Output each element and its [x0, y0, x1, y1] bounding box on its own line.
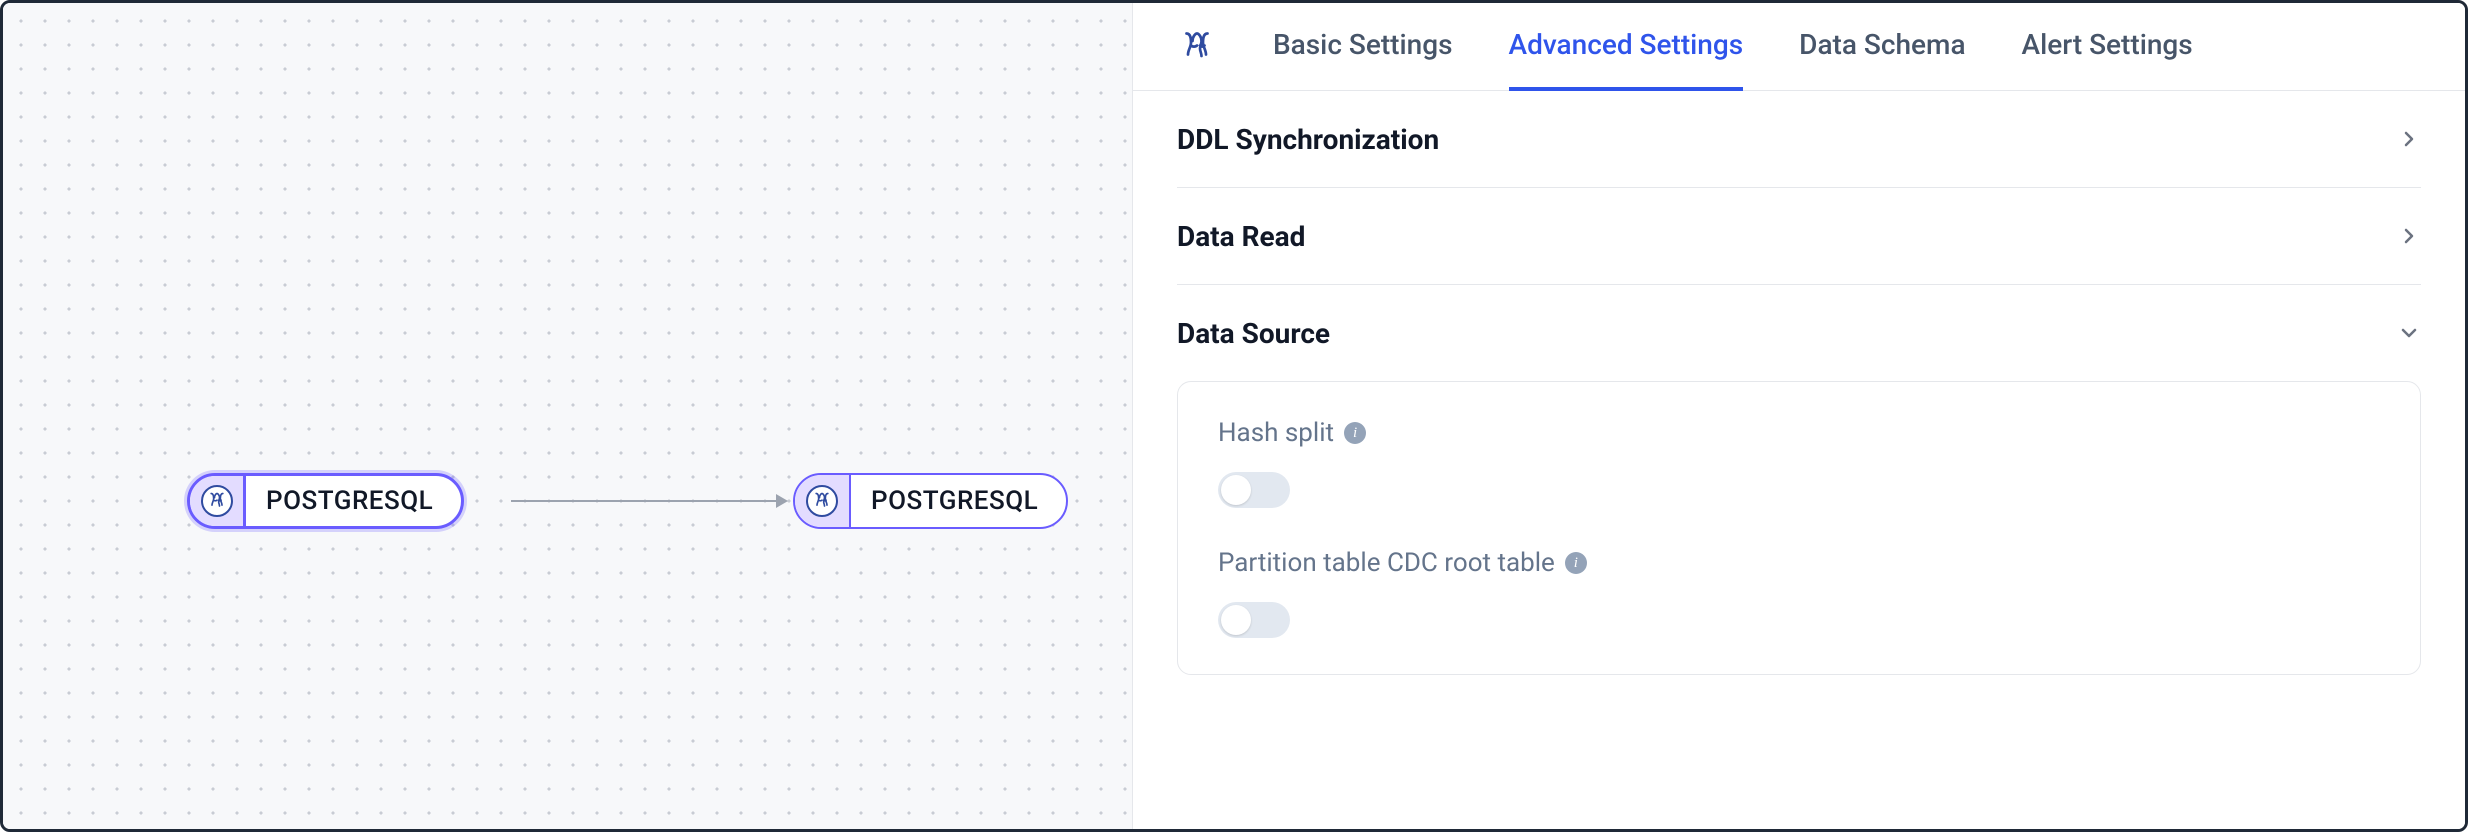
postgresql-icon [190, 476, 246, 526]
field-label: Hash split i [1218, 418, 2380, 448]
section-title: Data Read [1177, 220, 1305, 253]
flow-canvas[interactable]: POSTGRESQL POSTGRESQL [3, 3, 1133, 829]
section-header-ddl[interactable]: DDL Synchronization [1177, 91, 2421, 187]
info-icon[interactable]: i [1344, 422, 1366, 444]
app-root: POSTGRESQL POSTGRESQL Basic Settings [0, 0, 2468, 832]
section-data-source: Data Source Hash split i [1177, 285, 2421, 675]
settings-tabs: Basic Settings Advanced Settings Data Sc… [1133, 3, 2465, 91]
toggle-knob [1221, 475, 1251, 505]
section-header-source[interactable]: Data Source [1177, 285, 2421, 381]
flow-edge[interactable] [511, 500, 786, 502]
flow-node-label: POSTGRESQL [851, 486, 1066, 516]
tab-basic-settings[interactable]: Basic Settings [1273, 3, 1453, 91]
chevron-down-icon [2397, 321, 2421, 345]
section-header-read[interactable]: Data Read [1177, 188, 2421, 284]
flow-node-source[interactable]: POSTGRESQL [187, 473, 464, 529]
tab-data-schema[interactable]: Data Schema [1799, 3, 1965, 91]
settings-body: DDL Synchronization Data Read Data Sourc… [1133, 91, 2465, 731]
tab-advanced-settings[interactable]: Advanced Settings [1509, 3, 1744, 91]
flow-node-label: POSTGRESQL [246, 486, 461, 516]
postgresql-icon [1177, 27, 1217, 67]
field-label: Partition table CDC root table i [1218, 548, 2380, 578]
info-icon[interactable]: i [1565, 552, 1587, 574]
chevron-right-icon [2397, 224, 2421, 248]
section-title: DDL Synchronization [1177, 123, 1439, 156]
toggle-knob [1221, 605, 1251, 635]
section-title: Data Source [1177, 317, 1330, 350]
toggle-hash-split[interactable] [1218, 472, 1290, 508]
tab-alert-settings[interactable]: Alert Settings [2022, 3, 2193, 91]
postgresql-icon [795, 475, 851, 527]
flow-node-target[interactable]: POSTGRESQL [793, 473, 1068, 529]
section-data-read: Data Read [1177, 188, 2421, 285]
field-label-text: Partition table CDC root table [1218, 548, 1555, 578]
settings-panel: Basic Settings Advanced Settings Data Sc… [1133, 3, 2465, 829]
toggle-partition-cdc[interactable] [1218, 602, 1290, 638]
field-label-text: Hash split [1218, 418, 1334, 448]
chevron-right-icon [2397, 127, 2421, 151]
field-hash-split: Hash split i [1218, 418, 2380, 508]
section-content-source: Hash split i Partition table CDC root ta… [1177, 381, 2421, 675]
section-ddl-sync: DDL Synchronization [1177, 91, 2421, 188]
field-partition-cdc: Partition table CDC root table i [1218, 548, 2380, 638]
